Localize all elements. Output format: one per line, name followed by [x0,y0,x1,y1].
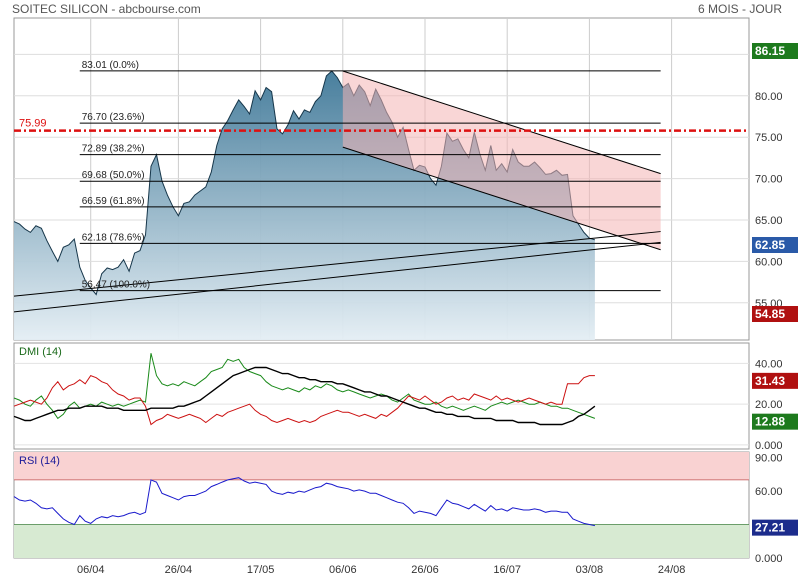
fib-level-label: 69.68 (50.0%) [82,170,145,181]
low-marker-badge-bg [752,306,798,322]
x-tick-label: 16/07 [493,564,521,576]
dmi-minus-badge-text: 31.43 [755,374,785,388]
price-ytick: 65.00 [755,215,783,227]
low-marker-badge-text: 54.85 [755,307,785,321]
rsi-ytick: 0.000 [755,553,783,565]
rsi-overbought-zone [14,452,749,480]
rsi-line [13,477,595,527]
fib-level-label: 83.01 (0.0%) [82,60,139,71]
x-tick-label: 03/08 [576,564,604,576]
rsi-ytick: 60.00 [755,486,783,498]
dmi-plus-badge-text: 12.88 [755,415,785,429]
dmi-plus-badge: 12.88 [752,413,798,430]
x-tick-label: 26/06 [411,564,439,576]
x-tick-label: 24/08 [658,564,686,576]
rsi-pane: 0.000 60.00 90.00 RSI (14) [13,451,783,565]
support-trendline [14,241,661,313]
dmi-plus-line [13,353,596,420]
reference-label: 75.99 [19,118,47,130]
current-price-badge: 62.85 [752,237,798,253]
high-marker-badge-bg [752,43,798,59]
dmi-minus-line [13,374,595,426]
channel-upper-line [342,70,661,175]
x-tick-label: 17/05 [247,564,275,576]
chart-title: SOITEC SILICON - abcbourse.com [12,2,201,16]
rsi-value-badge-text: 27.21 [755,521,785,535]
fib-level-label: 76.70 (23.6%) [82,112,145,123]
dmi-ytick: 40.00 [755,358,783,370]
rsi-title: RSI (14) [19,455,60,467]
dmi-plus-badge-bg [752,413,798,430]
support-trendline [14,231,661,297]
price-pane: 83.01 (0.0%) 76.70 (23.6%) 72.89 (38.2%) 69… [13,17,783,558]
dmi-title: DMI (14) [19,346,62,358]
price-ytick: 60.00 [755,256,783,268]
rsi-oversold-zone [14,524,749,558]
dmi-ytick: 0.000 [755,440,783,452]
fib-level-label: 72.89 (38.2%) [82,144,145,155]
dmi-minus-badge: 31.43 [752,372,798,389]
rsi-value-badge-bg [752,519,798,536]
high-marker-badge-text: 86.15 [755,44,785,58]
fib-level-label: 56.47 (100.0%) [82,280,150,291]
fib-level-label: 62.18 (78.6%) [82,232,145,243]
x-tick-label: 06/04 [77,564,105,576]
dmi-pane: DMI (14) 0.000 20.00 40.00 [13,342,783,452]
fib-level-label: 66.59 (61.8%) [82,196,145,207]
price-ytick: 75.00 [755,132,783,144]
price-ytick: 80.00 [755,91,783,103]
adx-line [13,366,596,426]
rsi-value-badge: 27.21 [752,519,798,536]
current-price-badge-bg [752,237,798,253]
trend-channel [342,70,661,250]
dmi-ytick: 20.00 [755,399,783,411]
price-ytick: 70.00 [755,174,783,186]
x-tick-label: 26/04 [165,564,193,576]
dmi-minus-badge-bg [752,372,798,389]
high-marker-badge: 86.15 [752,43,798,59]
channel-lower-line [342,146,661,251]
low-marker-badge: 54.85 [752,306,798,322]
x-axis: 06/04 26/04 17/05 06/06 26/06 16/07 03/08 24/08 [77,564,685,576]
period-label: 6 MOIS - JOUR [697,2,782,16]
current-price-badge-text: 62.85 [755,238,785,252]
x-tick-label: 06/06 [329,564,357,576]
rsi-ytick: 90.00 [755,453,783,465]
